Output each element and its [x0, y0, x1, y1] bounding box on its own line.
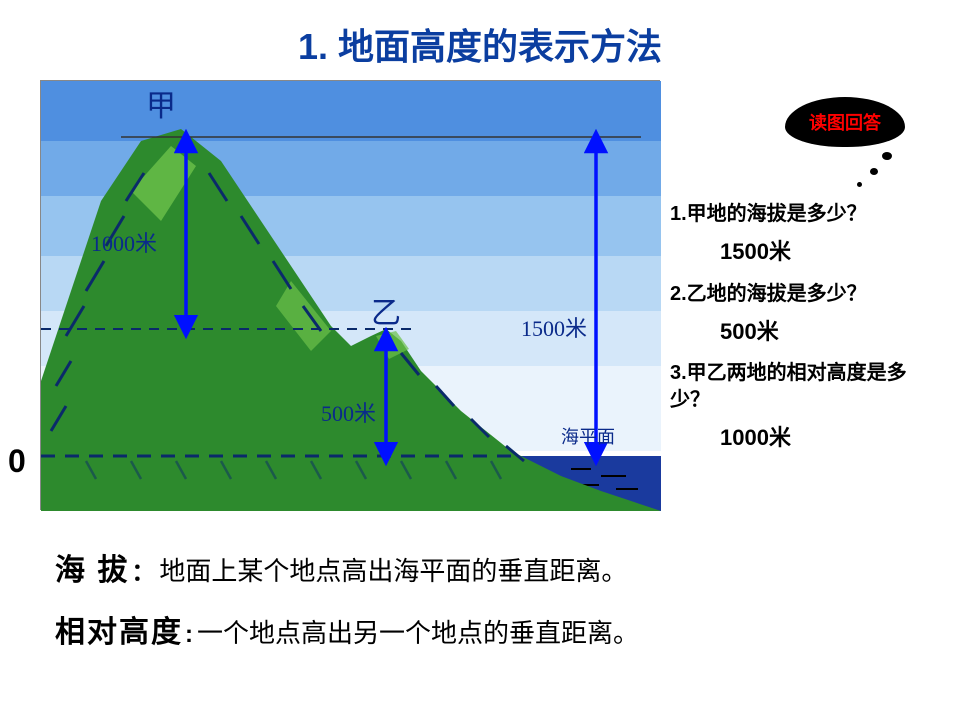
bubble-dot-icon	[870, 168, 878, 175]
svg-text:500米: 500米	[321, 401, 376, 426]
bubble-dot-icon	[882, 152, 892, 160]
svg-text:甲: 甲	[146, 90, 176, 123]
def-body: 一个地点高出另一个地点的垂直距离。	[197, 613, 639, 650]
def-body: 地面上某个地点高出海平面的垂直距离。	[159, 551, 627, 588]
svg-text:1000米: 1000米	[91, 231, 157, 256]
question-2: 2.乙地的海拔是多少？	[670, 280, 940, 308]
svg-text:乙: 乙	[371, 297, 401, 330]
definition-row: 相对高度 : 一个地点高出另一个地点的垂直距离。	[55, 607, 915, 651]
colon-icon: :	[185, 621, 193, 649]
svg-text:1500米: 1500米	[521, 316, 587, 341]
question-1: 1.甲地的海拔是多少？	[670, 200, 940, 228]
bubble-text: 读图回答	[809, 109, 881, 135]
def-term: 相对高度	[55, 607, 183, 651]
def-term: 海 拔	[55, 545, 129, 589]
answer-3: 1000米	[720, 420, 940, 452]
question-3: 3.甲乙两地的相对高度是多少？	[670, 360, 940, 414]
definitions: 海 拔 ： 地面上某个地点高出海平面的垂直距离。 相对高度 : 一个地点高出另一…	[55, 545, 915, 669]
colon-icon: ：	[131, 552, 155, 587]
zero-marker: 0	[8, 443, 26, 480]
page-title: 1. 地面高度的表示方法	[0, 18, 960, 70]
thought-bubble: 读图回答	[785, 97, 905, 147]
answer-1: 1500米	[720, 234, 940, 266]
definition-row: 海 拔 ： 地面上某个地点高出海平面的垂直距离。	[55, 545, 915, 589]
elevation-diagram: 甲乙 1000米 1500米 500米海平面	[40, 80, 660, 510]
answer-2: 500米	[720, 314, 940, 346]
bubble-dot-icon	[857, 182, 862, 187]
question-panel: 1.甲地的海拔是多少？ 1500米 2.乙地的海拔是多少？ 500米 3.甲乙两…	[670, 200, 940, 466]
svg-text:海平面: 海平面	[561, 427, 615, 447]
